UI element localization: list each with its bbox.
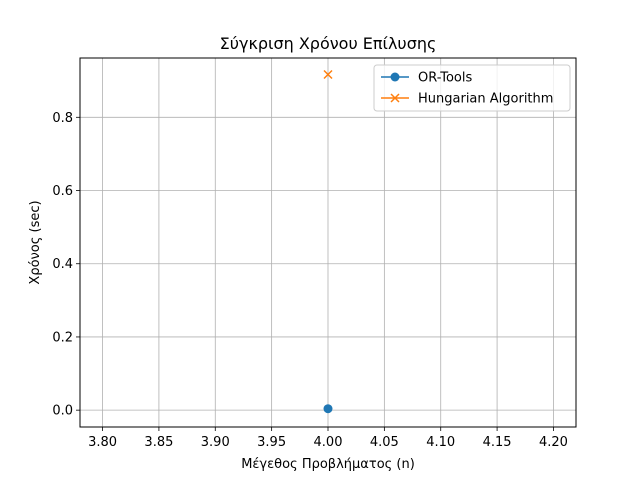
x-tick-label: 4.15 bbox=[483, 435, 512, 450]
legend-box bbox=[373, 64, 571, 112]
data-point-hungarian-algorithm bbox=[323, 69, 333, 80]
x-tick-label: 3.95 bbox=[257, 435, 286, 450]
legend-label-hungarian-algorithm: Hungarian Algorithm bbox=[418, 92, 553, 107]
x-tick-label: 4.00 bbox=[314, 435, 343, 450]
x-tick-label: 4.10 bbox=[426, 435, 455, 450]
legend-label-or-tools: OR-Tools bbox=[418, 71, 472, 86]
ticks: 3.80 3.85 3.90 3.95 4.00 4.05 4.10 4.15 4.20 0.0 0… bbox=[52, 111, 568, 450]
x-tick-label: 4.20 bbox=[539, 435, 568, 450]
y-axis-label: Χρόνος (sec) bbox=[28, 200, 43, 284]
y-tick-label: 0.6 bbox=[52, 184, 73, 199]
x-axis-label: Μέγεθος Προβλήματος (n) bbox=[241, 457, 415, 472]
x-tick-label: 3.90 bbox=[201, 435, 230, 450]
x-tick-label: 3.85 bbox=[144, 435, 173, 450]
chart-title: Σύγκριση Χρόνου Επίλυσης bbox=[220, 34, 437, 53]
y-tick-label: 0.2 bbox=[52, 330, 73, 345]
y-tick-label: 0.8 bbox=[52, 111, 73, 126]
y-tick-label: 0.4 bbox=[52, 257, 73, 272]
legend-marker-hungarian-algorithm bbox=[390, 93, 400, 103]
legend-marker-or-tools bbox=[390, 72, 400, 82]
legend-marker-hungarian-algorithm-stroke bbox=[390, 93, 400, 103]
data-point-hungarian-algorithm-stroke bbox=[323, 69, 333, 80]
series-layer bbox=[323, 69, 333, 414]
x-tick-label: 3.80 bbox=[88, 435, 117, 450]
y-tick-label: 0.0 bbox=[52, 404, 73, 419]
x-tick-label: 4.05 bbox=[370, 435, 399, 450]
legend: OR-Tools Hungarian Algorithm bbox=[373, 64, 571, 112]
data-point-or-tools bbox=[323, 404, 333, 414]
